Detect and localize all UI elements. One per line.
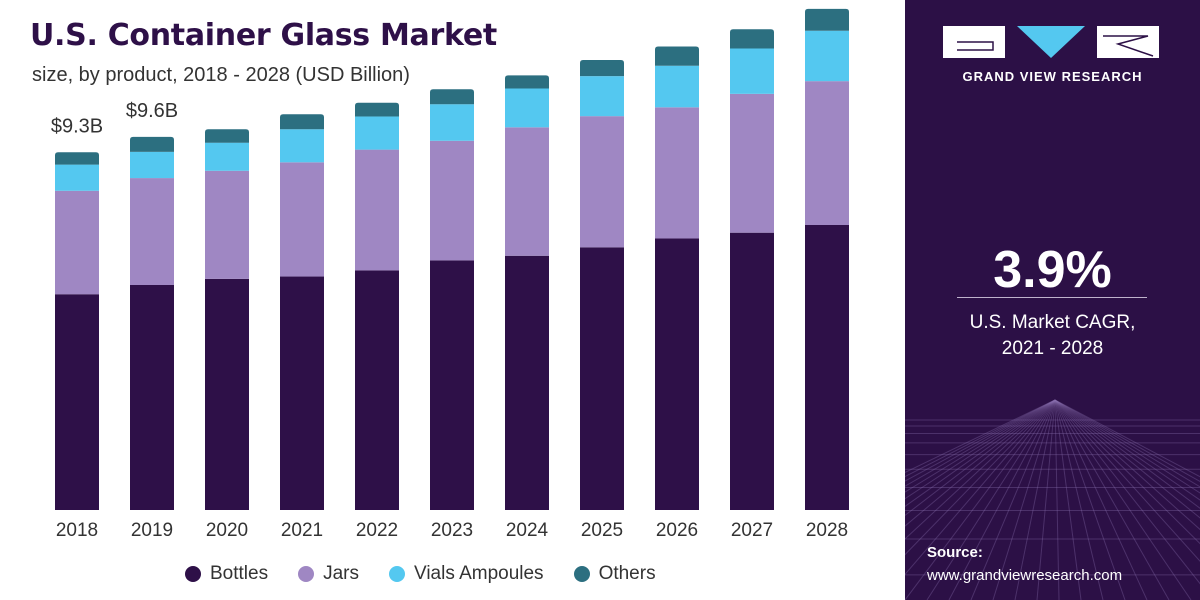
bar-vials-ampoules-2027 <box>730 48 774 94</box>
bar-group-2026 <box>655 46 699 510</box>
bar-others-2023 <box>430 89 474 105</box>
bar-jars-2022 <box>355 149 399 271</box>
cagr-label-line2: 2021 - 2028 <box>1001 338 1104 359</box>
bar-jars-2021 <box>280 162 324 277</box>
bar-jars-2024 <box>505 127 549 256</box>
bar-jars-2027 <box>730 93 774 233</box>
bar-others-2018 <box>55 152 99 165</box>
bar-others-2025 <box>580 60 624 77</box>
bar-others-2028 <box>805 8 849 31</box>
bar-vials-ampoules-2024 <box>505 88 549 128</box>
x-tick-label: 2018 <box>56 520 98 541</box>
bar-jars-2020 <box>205 170 249 279</box>
x-tick-label: 2021 <box>281 520 323 541</box>
bar-bottles-2027 <box>730 232 774 510</box>
bar-group-2019 <box>130 136 174 510</box>
bar-others-2024 <box>505 75 549 89</box>
logo-text: GRAND VIEW RESEARCH <box>962 69 1143 84</box>
bar-others-2019 <box>130 136 174 152</box>
bar-others-2027 <box>730 29 774 49</box>
bar-bottles-2024 <box>505 255 549 510</box>
bar-bottles-2021 <box>280 276 324 510</box>
cagr-label-line1: U.S. Market CAGR, <box>969 312 1136 333</box>
chart-title: U.S. Container Glass Market <box>30 18 497 53</box>
source-title: Source: <box>927 544 983 561</box>
bar-group-2028 <box>805 8 849 510</box>
legend-label: Vials Ampoules <box>414 563 544 584</box>
bar-jars-2019 <box>130 178 174 285</box>
bar-group-2020 <box>205 129 249 510</box>
bar-others-2020 <box>205 129 249 143</box>
sidebar-panel: GRAND VIEW RESEARCH 3.9% U.S. Market CAG… <box>905 0 1200 600</box>
legend-swatch <box>389 566 405 582</box>
bar-others-2022 <box>355 102 399 117</box>
x-tick-label: 2024 <box>506 520 549 541</box>
legend-item-others: Others <box>573 563 656 585</box>
bar-vials-ampoules-2020 <box>205 142 249 171</box>
x-tick-label: 2019 <box>131 520 173 541</box>
data-label-2018: $9.3B <box>51 115 103 137</box>
bar-jars-2025 <box>580 116 624 248</box>
bar-bottles-2018 <box>55 294 99 510</box>
bar-bottles-2020 <box>205 278 249 510</box>
bar-bottles-2028 <box>805 225 849 510</box>
chart-legend: Bottles Jars Vials Ampoules Others <box>185 563 656 585</box>
legend-item-vials-ampoules: Vials Ampoules <box>389 563 544 585</box>
cagr-label: U.S. Market CAGR, 2021 - 2028 <box>905 310 1200 362</box>
bar-group-2023 <box>430 89 474 510</box>
x-tick-label: 2026 <box>656 520 698 541</box>
x-tick-label: 2027 <box>731 520 773 541</box>
legend-label: Others <box>598 563 656 584</box>
bar-group-2025 <box>580 60 624 511</box>
bar-group-2024 <box>505 75 549 510</box>
stacked-bar-chart: 2018 2019 2020 2021 2022 2023 2024 2025 2026 2027… <box>51 8 849 541</box>
source-link[interactable]: www.grandviewresearch.com <box>927 567 1123 584</box>
bar-group-2021 <box>280 114 324 510</box>
bar-bottles-2026 <box>655 238 699 510</box>
x-tick-label: 2022 <box>356 520 398 541</box>
cagr-divider <box>957 297 1147 298</box>
bar-vials-ampoules-2018 <box>55 164 99 191</box>
x-tick-label: 2025 <box>581 520 623 541</box>
bar-group-2022 <box>355 102 399 510</box>
bar-vials-ampoules-2021 <box>280 129 324 163</box>
legend-item-jars: Jars <box>298 563 359 585</box>
bar-bottles-2019 <box>130 285 174 510</box>
gvr-logo <box>943 26 1159 58</box>
chart-subtitle: size, by product, 2018 - 2028 (USD Billi… <box>32 64 410 86</box>
bar-vials-ampoules-2023 <box>430 104 474 141</box>
bar-vials-ampoules-2022 <box>355 116 399 150</box>
legend-item-bottles: Bottles <box>185 563 268 585</box>
bar-jars-2023 <box>430 140 474 261</box>
bar-others-2026 <box>655 46 699 66</box>
legend-swatch <box>298 566 315 582</box>
legend-label: Jars <box>323 563 359 584</box>
x-tick-label: 2028 <box>806 520 848 541</box>
bar-group-2027 <box>730 29 774 510</box>
bar-others-2021 <box>280 114 324 130</box>
bar-jars-2028 <box>805 81 849 226</box>
bar-bottles-2023 <box>430 260 474 510</box>
bar-bottles-2025 <box>580 247 624 511</box>
chart-panel: U.S. Container Glass Market size, by pro… <box>30 8 849 585</box>
bar-jars-2026 <box>655 107 699 239</box>
bar-vials-ampoules-2025 <box>580 76 624 117</box>
x-tick-label: 2020 <box>206 520 248 541</box>
bar-bottles-2022 <box>355 270 399 510</box>
data-label-2019: $9.6B <box>126 100 178 122</box>
bar-jars-2018 <box>55 190 99 295</box>
bar-vials-ampoules-2028 <box>805 30 849 82</box>
legend-swatch <box>185 566 201 582</box>
x-tick-label: 2023 <box>431 520 473 541</box>
bar-vials-ampoules-2019 <box>130 151 174 179</box>
legend-label: Bottles <box>210 563 269 584</box>
legend-swatch <box>573 566 590 582</box>
bar-vials-ampoules-2026 <box>655 65 699 108</box>
cagr-value: 3.9% <box>993 241 1112 299</box>
bar-group-2018 <box>55 152 99 510</box>
grid-decoration <box>905 399 1200 600</box>
